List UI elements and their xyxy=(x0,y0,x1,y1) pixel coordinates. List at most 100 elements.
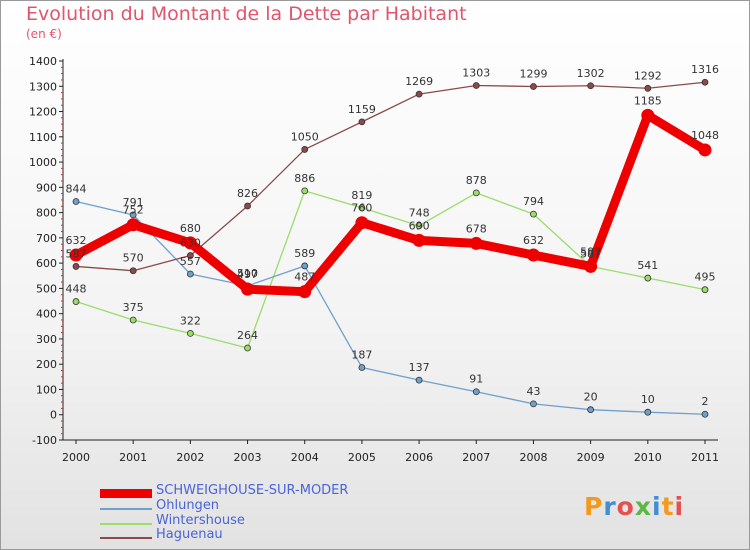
data-point xyxy=(584,259,598,273)
data-point xyxy=(641,108,655,122)
data-point xyxy=(415,90,423,98)
data-point xyxy=(126,218,140,232)
data-point xyxy=(587,406,595,414)
data-point xyxy=(472,189,480,197)
y-tick-label: -100 xyxy=(32,434,57,447)
data-label: 680 xyxy=(180,222,201,235)
data-point xyxy=(415,222,423,230)
data-label: 826 xyxy=(237,187,258,200)
y-tick-label: 500 xyxy=(36,282,57,295)
data-label: 589 xyxy=(294,247,315,260)
data-label: 678 xyxy=(466,222,487,235)
data-point xyxy=(301,262,309,270)
y-tick-label: 1200 xyxy=(29,106,57,119)
series-line xyxy=(75,190,706,349)
y-tick-label: 0 xyxy=(50,409,57,422)
y-tick-label: 100 xyxy=(36,383,57,396)
data-point xyxy=(69,248,83,262)
series-line xyxy=(75,200,706,415)
data-label: 886 xyxy=(294,172,315,185)
x-tick-label: 2009 xyxy=(577,451,605,464)
data-label: 1159 xyxy=(348,103,376,116)
x-tick-label: 2000 xyxy=(62,451,90,464)
data-point xyxy=(701,410,709,418)
legend-swatch xyxy=(100,489,152,498)
data-label: 630 xyxy=(180,237,201,250)
y-tick-label: 1300 xyxy=(29,80,57,93)
data-label: 541 xyxy=(637,259,658,272)
data-point xyxy=(301,187,309,195)
data-point xyxy=(644,84,652,92)
logo-letter: i xyxy=(652,492,662,521)
data-point xyxy=(469,236,483,250)
data-label: 1185 xyxy=(634,94,662,107)
data-label: 791 xyxy=(123,196,144,209)
data-label: 322 xyxy=(180,314,201,327)
legend-label: Ohlungen xyxy=(156,498,220,513)
data-label: 187 xyxy=(351,348,372,361)
data-label: 587 xyxy=(66,247,87,260)
y-tick-label: 200 xyxy=(36,358,57,371)
logo-letter: t xyxy=(661,492,675,521)
data-point xyxy=(244,202,251,210)
data-label: 1269 xyxy=(405,75,433,88)
logo-letter: r xyxy=(603,492,617,521)
data-label: 748 xyxy=(409,207,430,220)
data-point xyxy=(644,408,652,416)
legend-swatch xyxy=(100,508,152,510)
data-point xyxy=(644,274,652,282)
data-point xyxy=(701,78,709,86)
series-line xyxy=(75,81,706,272)
data-label: 91 xyxy=(469,373,483,386)
data-point xyxy=(412,233,426,247)
x-tick-label: 2002 xyxy=(176,451,204,464)
data-label: 20 xyxy=(584,391,598,404)
axes: -100 0 100 200 300 400 500 600 700 800 900 1000 1100… xyxy=(29,55,719,464)
logo-letter: i xyxy=(674,492,685,521)
data-label: 752 xyxy=(123,204,144,217)
data-label: 690 xyxy=(409,219,430,232)
y-tick-label: 900 xyxy=(36,181,57,194)
data-point xyxy=(530,400,537,408)
y-tick-label: 800 xyxy=(36,207,57,220)
series-lines xyxy=(71,81,710,415)
data-point xyxy=(355,216,369,230)
data-label: 878 xyxy=(466,174,487,187)
data-point xyxy=(701,286,709,294)
data-point xyxy=(183,236,197,250)
series-line xyxy=(71,110,710,297)
x-tick-label: 2010 xyxy=(634,451,662,464)
data-point xyxy=(415,376,423,384)
data-point xyxy=(472,82,480,89)
data-label: 587 xyxy=(580,245,601,258)
data-point xyxy=(530,83,537,90)
y-tick-label: 1000 xyxy=(29,156,57,169)
data-point xyxy=(358,118,366,126)
unit-label: (en €) xyxy=(26,27,62,41)
data-point xyxy=(301,146,309,153)
data-point xyxy=(472,388,480,396)
data-label: 794 xyxy=(523,195,544,208)
data-label: 1050 xyxy=(291,130,319,143)
data-label: 557 xyxy=(180,255,201,268)
data-point xyxy=(129,267,137,275)
data-label: 1292 xyxy=(634,69,662,82)
y-tick-label: 400 xyxy=(36,308,57,321)
data-label: 1302 xyxy=(577,67,605,80)
data-point xyxy=(186,252,194,259)
x-tick-label: 2008 xyxy=(519,451,547,464)
x-tick-label: 2003 xyxy=(234,451,262,464)
data-label: 375 xyxy=(123,301,144,314)
x-tick-label: 2007 xyxy=(462,451,490,464)
y-tick-label: 700 xyxy=(36,232,57,245)
data-label: 495 xyxy=(695,271,716,284)
data-point xyxy=(358,364,366,371)
legend-label: Haguenau xyxy=(156,527,223,542)
logo-letter: P xyxy=(584,492,604,521)
data-label: 1048 xyxy=(691,129,719,142)
data-point xyxy=(72,198,80,205)
legend-swatch xyxy=(100,523,152,525)
data-label: 137 xyxy=(409,361,430,374)
